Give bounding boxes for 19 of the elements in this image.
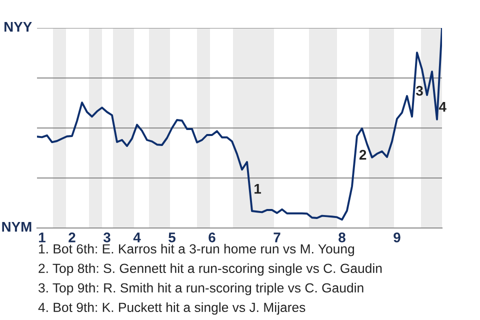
x-tick-label: 5 xyxy=(168,232,176,242)
x-tick-label: 1 xyxy=(39,232,46,242)
text: NYY xyxy=(4,22,32,32)
text: 3. Top 9th: R. Smith hit a run-scoring triple vs C. Gaudin xyxy=(38,282,364,296)
x-tick-label: 6 xyxy=(208,232,216,242)
annotation: 1 xyxy=(254,184,262,194)
annotation: 3 xyxy=(416,86,423,96)
text: 2. Top 8th: S. Gennett hit a run-scoring single vs C. Gaudin xyxy=(38,263,382,276)
x-tick-label: 4 xyxy=(133,232,141,242)
text: 4. Bot 9th: K. Puckett hit a single vs J. Mijares xyxy=(38,302,306,315)
x-tick-label: 3 xyxy=(103,232,110,242)
x-tick-label: 7 xyxy=(274,232,280,242)
x-tick-label: 8 xyxy=(338,232,346,242)
annotation: 4 xyxy=(438,102,446,112)
text: 1. Bot 6th: E. Karros hit a 3-run home run vs M. Young xyxy=(39,244,354,256)
annotation: 2 xyxy=(359,150,366,160)
x-tick-label: 9 xyxy=(394,232,400,242)
text: NYM xyxy=(2,222,32,232)
x-tick-label: 2 xyxy=(68,232,76,242)
